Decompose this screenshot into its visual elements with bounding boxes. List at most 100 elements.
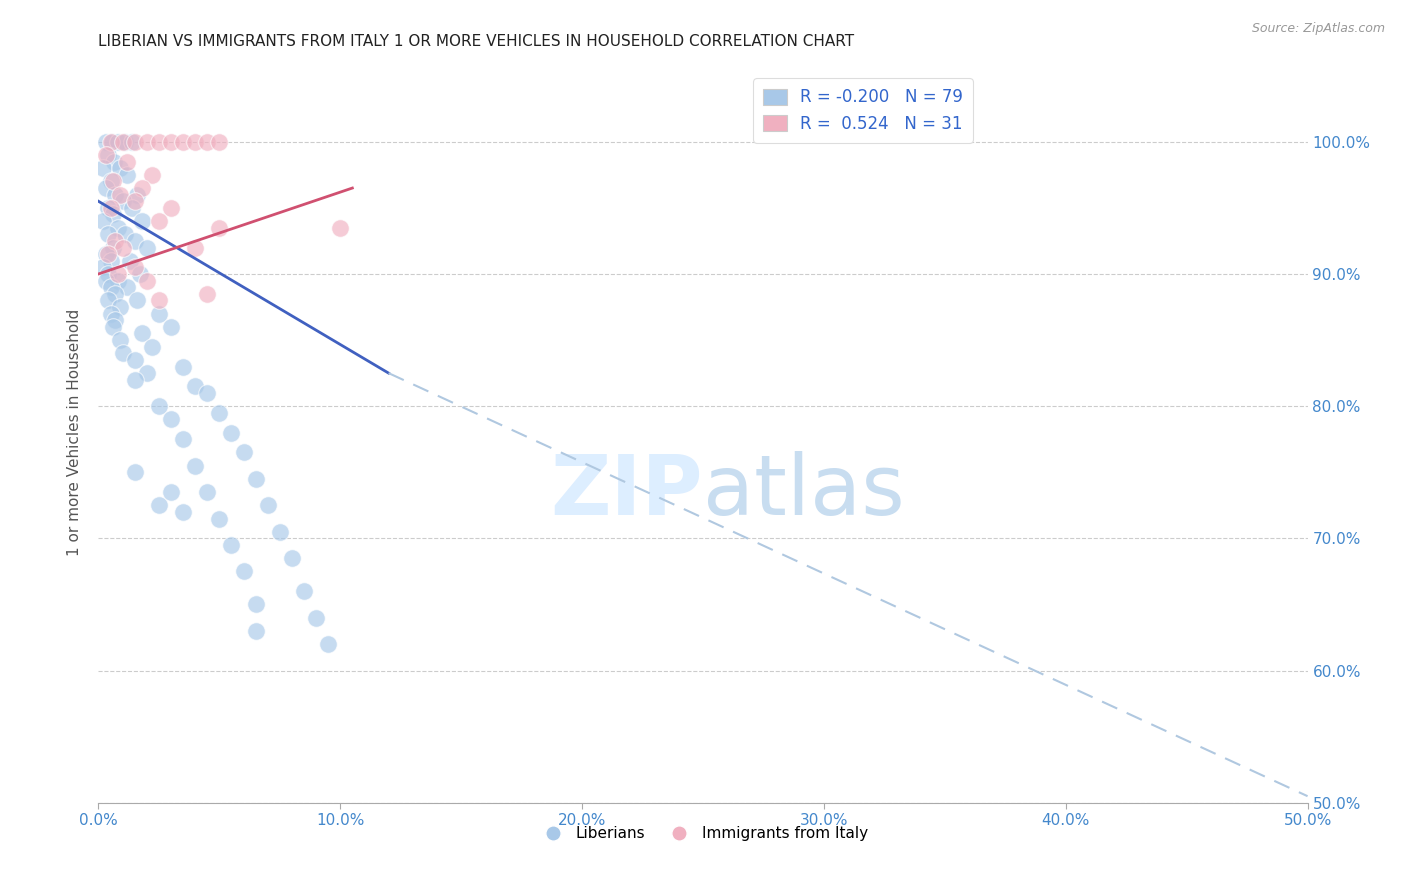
Point xyxy=(114,135,136,149)
Point xyxy=(160,485,183,500)
Point xyxy=(94,135,117,149)
Point xyxy=(107,220,129,235)
Point xyxy=(97,227,120,242)
Point xyxy=(148,214,170,228)
Point xyxy=(124,352,146,367)
Point xyxy=(94,274,117,288)
Point xyxy=(108,300,131,314)
Point xyxy=(195,386,218,401)
Point xyxy=(131,181,153,195)
Point xyxy=(104,286,127,301)
Point xyxy=(148,499,170,513)
Point xyxy=(94,181,117,195)
Point xyxy=(124,135,146,149)
Point xyxy=(101,174,124,188)
Point xyxy=(221,538,243,552)
Point xyxy=(124,194,146,209)
Point xyxy=(131,214,153,228)
Point xyxy=(135,366,157,380)
Point xyxy=(94,148,117,162)
Point xyxy=(184,458,207,473)
Point xyxy=(148,307,170,321)
Text: ZIP: ZIP xyxy=(551,451,703,533)
Point xyxy=(292,584,315,599)
Point xyxy=(127,187,149,202)
Point xyxy=(172,432,194,446)
Point xyxy=(100,253,122,268)
Point xyxy=(94,247,117,261)
Point xyxy=(91,214,114,228)
Point xyxy=(195,286,218,301)
Point xyxy=(245,598,267,612)
Point xyxy=(195,485,218,500)
Point xyxy=(100,280,122,294)
Point xyxy=(117,280,139,294)
Point xyxy=(135,135,157,149)
Point xyxy=(124,260,146,275)
Point xyxy=(160,319,183,334)
Text: Source: ZipAtlas.com: Source: ZipAtlas.com xyxy=(1251,22,1385,36)
Point xyxy=(97,148,120,162)
Point xyxy=(172,359,194,374)
Point xyxy=(135,274,157,288)
Point xyxy=(184,240,207,255)
Point xyxy=(108,333,131,347)
Point xyxy=(184,135,207,149)
Point xyxy=(91,260,114,275)
Point xyxy=(128,267,150,281)
Point xyxy=(148,293,170,308)
Point xyxy=(100,135,122,149)
Point xyxy=(101,207,124,221)
Point xyxy=(101,240,124,255)
Point xyxy=(107,274,129,288)
Text: LIBERIAN VS IMMIGRANTS FROM ITALY 1 OR MORE VEHICLES IN HOUSEHOLD CORRELATION CH: LIBERIAN VS IMMIGRANTS FROM ITALY 1 OR M… xyxy=(98,34,855,49)
Point xyxy=(131,326,153,341)
Point xyxy=(316,637,339,651)
Point xyxy=(97,267,120,281)
Point xyxy=(97,247,120,261)
Point xyxy=(208,220,231,235)
Point xyxy=(121,135,143,149)
Point xyxy=(184,379,207,393)
Point xyxy=(108,187,131,202)
Point xyxy=(135,240,157,255)
Legend: Liberians, Immigrants from Italy: Liberians, Immigrants from Italy xyxy=(531,820,875,847)
Point xyxy=(141,168,163,182)
Point xyxy=(160,201,183,215)
Point xyxy=(101,319,124,334)
Point xyxy=(208,406,231,420)
Point xyxy=(100,135,122,149)
Point xyxy=(269,524,291,539)
Point xyxy=(104,234,127,248)
Point xyxy=(305,611,328,625)
Point xyxy=(111,135,134,149)
Point xyxy=(91,161,114,176)
Point xyxy=(117,154,139,169)
Point xyxy=(124,373,146,387)
Point xyxy=(108,161,131,176)
Point xyxy=(103,154,125,169)
Point xyxy=(121,201,143,215)
Point xyxy=(208,511,231,525)
Point xyxy=(124,465,146,479)
Point xyxy=(160,135,183,149)
Point xyxy=(245,624,267,638)
Point xyxy=(281,551,304,566)
Point xyxy=(208,135,231,149)
Y-axis label: 1 or more Vehicles in Household: 1 or more Vehicles in Household xyxy=(67,309,83,557)
Point xyxy=(111,194,134,209)
Point xyxy=(221,425,243,440)
Point xyxy=(97,293,120,308)
Point xyxy=(100,307,122,321)
Point xyxy=(117,168,139,182)
Point xyxy=(100,201,122,215)
Point xyxy=(232,565,254,579)
Point xyxy=(148,399,170,413)
Point xyxy=(172,135,194,149)
Point xyxy=(141,340,163,354)
Point xyxy=(97,201,120,215)
Point xyxy=(114,227,136,242)
Text: atlas: atlas xyxy=(703,451,904,533)
Point xyxy=(160,412,183,426)
Point xyxy=(245,472,267,486)
